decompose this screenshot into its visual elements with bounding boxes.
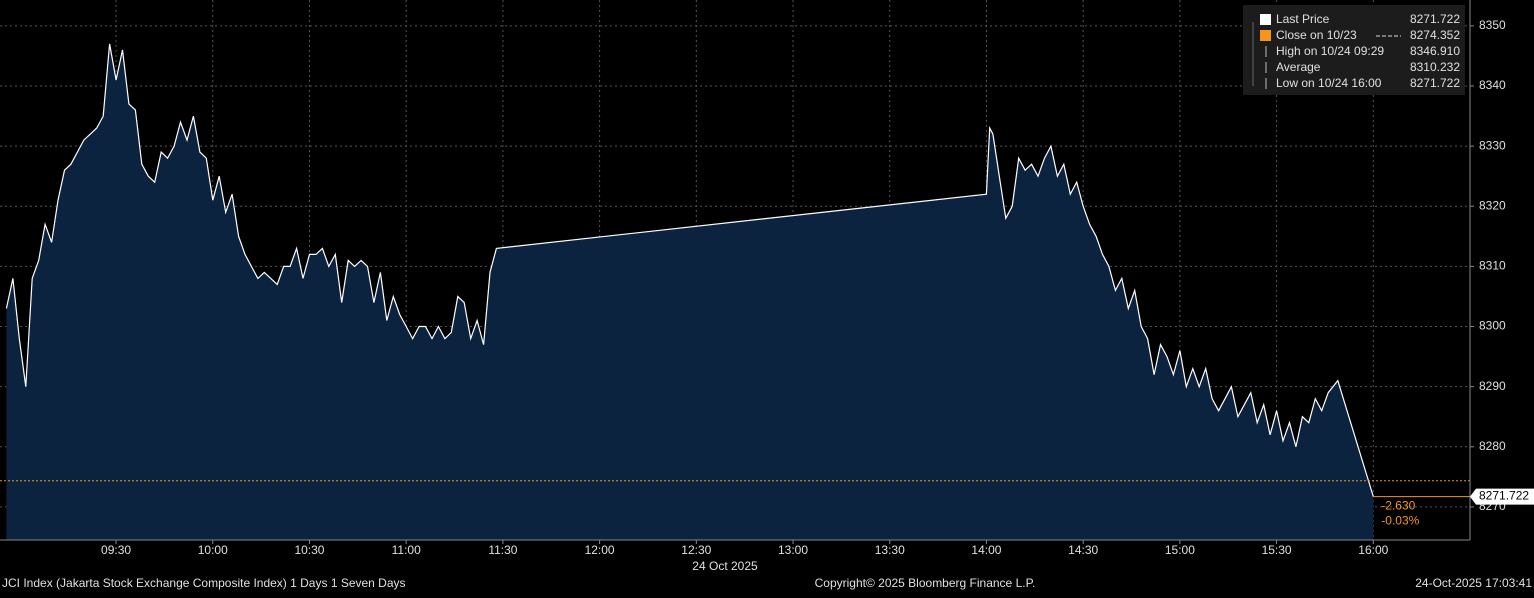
x-tick-label: 15:30 [1262, 543, 1292, 557]
x-tick-label: 10:30 [294, 543, 324, 557]
legend-box [1243, 5, 1465, 95]
x-tick-label: 12:00 [585, 543, 615, 557]
legend-value: 8310.232 [1410, 60, 1460, 74]
legend-swatch [1260, 14, 1271, 25]
legend-name: Last Price [1276, 12, 1330, 26]
legend-name: Low on 10/24 16:00 [1276, 76, 1382, 90]
x-tick-label: 14:30 [1068, 543, 1098, 557]
price-line [5, 43, 1374, 497]
y-tick-label: 8350 [1479, 18, 1506, 32]
footer-right: 24-Oct-2025 17:03:41 [1415, 576, 1532, 590]
x-tick-label: 15:00 [1165, 543, 1195, 557]
legend-name: Close on 10/23 [1276, 28, 1357, 42]
x-tick-label: 11:30 [488, 543, 517, 557]
legend: Last Price 8271.722 Close on 10/23 8274.352… [1243, 5, 1465, 95]
legend-name: Average [1276, 60, 1321, 74]
x-tick-label: 10:00 [198, 543, 228, 557]
change-label: -2.630 [1381, 499, 1415, 513]
y-tick-label: 8300 [1479, 319, 1506, 333]
last-price-label: 8271.722 [1479, 489, 1529, 503]
y-tick-label: 8330 [1479, 138, 1506, 152]
x-tick-label: 13:00 [778, 543, 808, 557]
legend-swatch [1260, 30, 1271, 41]
x-tick-label: 09:30 [101, 543, 131, 557]
y-tick-label: 8320 [1479, 198, 1506, 212]
legend-value: 8271.722 [1410, 12, 1460, 26]
x-tick-label: 11:00 [392, 543, 421, 557]
x-tick-label: 13:30 [875, 543, 905, 557]
legend-value: 8271.722 [1410, 76, 1460, 90]
y-tick-label: 8280 [1479, 439, 1506, 453]
y-tick-label: 8340 [1479, 78, 1506, 92]
x-tick-label: 12:30 [681, 543, 711, 557]
x-tick-label: 14:00 [971, 543, 1001, 557]
footer-center: Copyright© 2025 Bloomberg Finance L.P. [815, 576, 1036, 590]
x-date-label: 24 Oct 2025 [692, 559, 758, 573]
legend-value: 8274.352 [1410, 28, 1460, 42]
legend-value: 8346.910 [1410, 44, 1460, 58]
last-price-tag [1470, 488, 1534, 505]
y-tick-label: 8310 [1479, 259, 1506, 273]
legend-name: High on 10/24 09:29 [1276, 44, 1384, 58]
change-pct-label: -0.03% [1381, 514, 1419, 528]
footer-left: JCI Index (Jakarta Stock Exchange Compos… [2, 576, 406, 590]
x-tick-label: 16:00 [1358, 543, 1388, 557]
plot-layer [0, 43, 1470, 541]
y-tick-label: 8290 [1479, 379, 1506, 393]
price-area [6, 43, 1374, 541]
